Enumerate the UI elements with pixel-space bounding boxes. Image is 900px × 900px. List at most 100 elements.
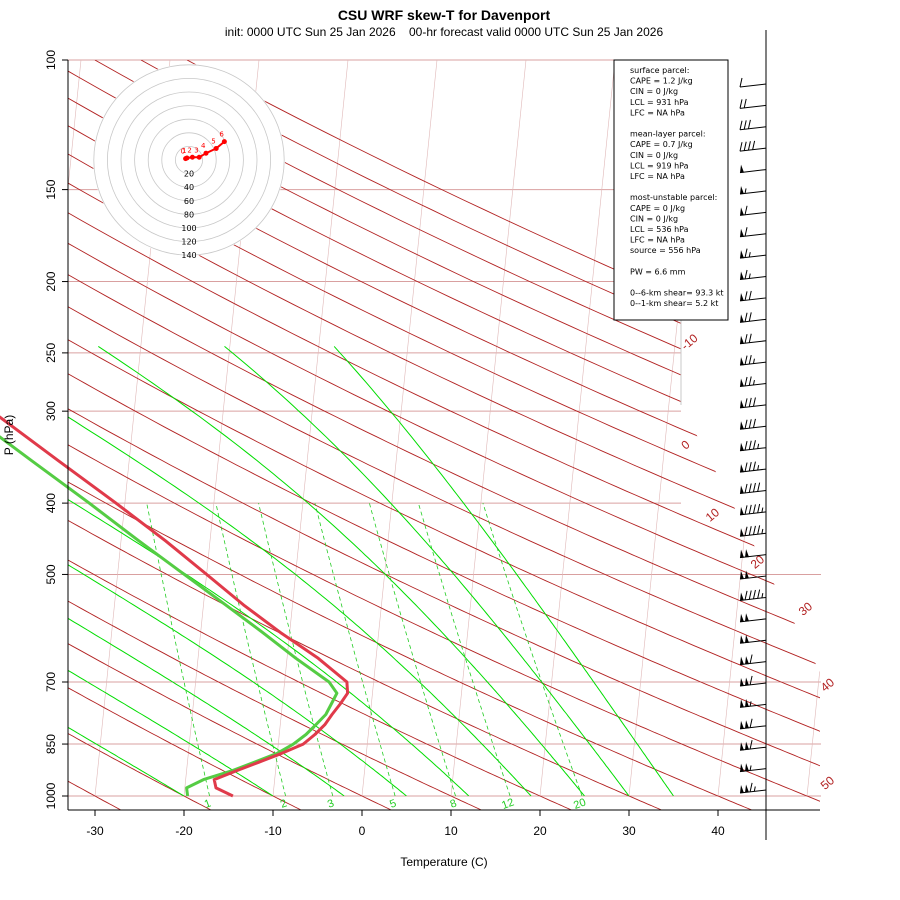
hodograph-point-label: 3: [194, 146, 198, 154]
hodograph-ring-label: 60: [184, 197, 194, 206]
x-tick-label: 0: [359, 824, 366, 838]
info-line: surface parcel:: [630, 66, 689, 75]
dry-adiabat-line: [68, 60, 756, 810]
dry-adiabat-line: [68, 60, 820, 810]
wind-barb: [739, 248, 767, 259]
wind-barb: [739, 718, 767, 730]
wind-barb: [739, 763, 767, 773]
mixing-ratio-line: [146, 503, 210, 796]
dry-adiabat-line: [68, 60, 820, 810]
wind-barb: [739, 613, 767, 623]
dry-adiabat-line: [68, 60, 485, 810]
moist-adiabat-line: [68, 669, 274, 796]
hodograph-ring-label: 40: [184, 183, 194, 192]
y-tick-label: 400: [44, 493, 58, 513]
wind-barb: [739, 355, 767, 366]
info-line: source = 556 hPa: [630, 246, 701, 255]
moist-adiabat-line: [68, 416, 532, 796]
mixing-ratio-label: 3: [326, 797, 336, 810]
hodograph-ring-label: 80: [184, 210, 194, 219]
wind-barb: [739, 227, 767, 238]
y-tick-label: 500: [44, 564, 58, 584]
hodograph-point: [213, 145, 219, 151]
dry-adiabat-line: [68, 60, 820, 810]
dry-adiabat-line: [68, 60, 395, 810]
hodograph-ring: [174, 145, 203, 174]
moist-adiabat-line: [224, 346, 630, 796]
chart-subtitle: init: 0000 UTC Sun 25 Jan 2026 00-hr for…: [225, 25, 664, 39]
y-tick-label: 250: [44, 343, 58, 363]
dewpoint-line: [0, 435, 339, 797]
info-line: CAPE = 1.2 J/kg: [630, 77, 693, 86]
mixing-ratio-label: 5: [388, 797, 398, 810]
dry-adiabat-line: [68, 60, 820, 810]
wind-barb: [739, 634, 767, 644]
moist-adiabat-line: [98, 345, 585, 796]
mixing-ratio-label: 1: [203, 797, 213, 810]
temperature-line: [0, 415, 350, 798]
isotherm-line: [806, 60, 820, 797]
x-tick-label: -10: [264, 824, 282, 838]
hodograph-ring: [134, 105, 244, 215]
info-line: mean-layer parcel:: [630, 130, 706, 139]
y-tick-label: 1000: [44, 782, 58, 809]
hodograph-point: [221, 139, 227, 145]
dewpoint-profile: [0, 435, 339, 797]
wind-barb: [739, 205, 767, 216]
isotherm-line: [272, 60, 349, 797]
wind-barb: [739, 312, 767, 323]
hodograph-ring: [93, 64, 285, 256]
hodograph-ring: [107, 78, 271, 242]
dry-adiabat-line: [68, 60, 820, 810]
wind-barb: [739, 698, 767, 708]
hodograph-point-label: 1: [182, 147, 186, 155]
wind-barb: [739, 440, 767, 452]
hodograph-ring: [161, 132, 217, 188]
dry-adiabat-line: [68, 60, 820, 810]
dry-adiabat-line: [68, 60, 215, 810]
moist-adiabat-line: [333, 346, 674, 796]
wind-barb: [739, 164, 767, 174]
x-tick-label: -30: [86, 824, 104, 838]
dry-adiabat-line: [68, 60, 820, 810]
hodograph-ring-label: 20: [184, 170, 194, 179]
hodograph-ring: [147, 118, 231, 202]
info-line: LFC = NA hPa: [630, 172, 685, 181]
dry-adiabat-line: [68, 60, 820, 810]
info-line: LFC = NA hPa: [630, 236, 685, 245]
temperature-profile: [0, 415, 350, 798]
wind-barb: [739, 333, 767, 345]
info-box-frame: [613, 59, 729, 321]
dry-adiabat-line: [68, 60, 576, 810]
moist-adiabat-line: [68, 499, 470, 796]
dry-adiabat-line: [68, 60, 820, 810]
info-line: LFC = NA hPa: [630, 108, 685, 117]
info-line: 0--6-km shear= 93.3 kt: [630, 289, 724, 298]
mixing-ratio-line: [369, 502, 456, 796]
hodograph-point-label: 6: [219, 131, 224, 139]
x-tick-label: 10: [444, 824, 458, 838]
wind-barb: [739, 589, 767, 601]
hodograph-point: [196, 154, 202, 160]
wind-barb: [739, 675, 767, 687]
y-tick-label: 300: [44, 401, 58, 421]
wind-barb: [739, 418, 767, 430]
wind-barb: [739, 503, 767, 516]
x-tick-label: -20: [175, 824, 193, 838]
wind-barb: [739, 654, 767, 666]
mixing-ratio-label: 2: [279, 797, 289, 810]
hodograph-point: [189, 154, 195, 160]
wind-barb: [739, 269, 767, 281]
x-tick-label: 30: [622, 824, 636, 838]
x-axis-title: Temperature (C): [400, 855, 487, 869]
dry-adiabat-line: [68, 60, 820, 810]
mixing-ratio-labels: 1 2 3 5 8 12 20: [203, 796, 588, 811]
info-line: 0--1-km shear= 5.2 kt: [630, 299, 718, 308]
moist-adiabat-lines: [68, 345, 674, 796]
info-line: LCL = 536 hPa: [630, 225, 689, 234]
dry-adiabat-line: [68, 60, 820, 810]
hodograph-ring-label: 120: [181, 238, 196, 247]
wind-barb: [739, 140, 767, 152]
wind-barb: [739, 570, 767, 580]
